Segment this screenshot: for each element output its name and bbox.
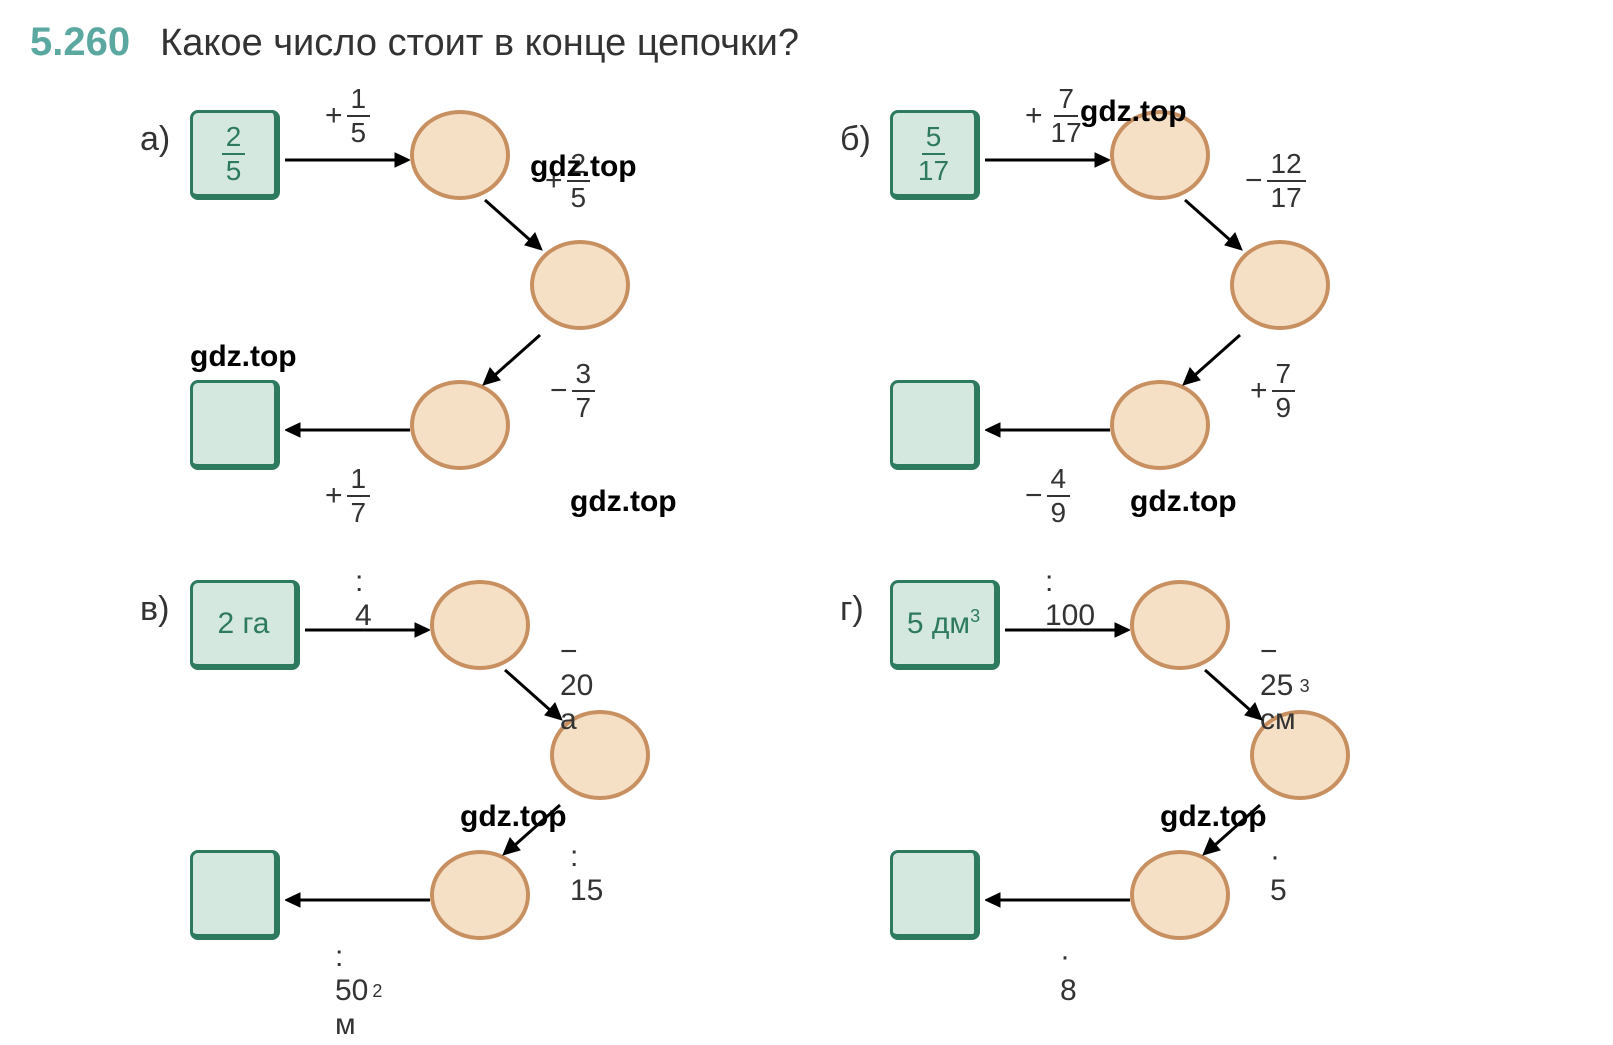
watermark-5: gdz.top xyxy=(1130,485,1237,519)
watermark-4: gdz.top xyxy=(570,485,677,519)
arrow-c4 xyxy=(285,890,430,910)
arrow-b2 xyxy=(1180,195,1250,255)
part-label-c: в) xyxy=(140,590,169,629)
arrow-c2 xyxy=(500,665,570,725)
start-box-c: 2 га xyxy=(190,580,300,670)
start-box-b: 5 17 xyxy=(890,110,980,200)
circle-d1 xyxy=(1130,580,1230,670)
op-d3: · 5 xyxy=(1270,840,1287,908)
end-box-b xyxy=(890,380,980,470)
circle-c1 xyxy=(430,580,530,670)
arrow-a4 xyxy=(285,420,410,440)
part-label-a: а) xyxy=(140,120,170,159)
end-box-a xyxy=(190,380,280,470)
op-b2: − 1217 xyxy=(1245,150,1306,212)
op-b3: + 79 xyxy=(1250,360,1295,422)
start-box-d: 5 дм3 xyxy=(890,580,1000,670)
end-box-c xyxy=(190,850,280,940)
circle-c3 xyxy=(430,850,530,940)
arrow-d2 xyxy=(1200,665,1270,725)
arrow-c1 xyxy=(305,620,430,640)
op-a1: + 15 xyxy=(325,85,370,147)
watermark-1: gdz.top xyxy=(1080,95,1187,129)
part-label-b: б) xyxy=(840,120,871,159)
arrow-b4 xyxy=(985,420,1110,440)
op-d4: · 8 xyxy=(1060,940,1077,1008)
circle-a3 xyxy=(410,380,510,470)
circle-d3 xyxy=(1130,850,1230,940)
problem-number: 5.260 xyxy=(30,20,130,65)
watermark-2: gdz.top xyxy=(530,150,637,184)
op-b4: − 49 xyxy=(1025,465,1070,527)
op-b1: + 717 xyxy=(1025,85,1086,147)
watermark-7: gdz.top xyxy=(1160,800,1267,834)
watermark-6: gdz.top xyxy=(460,800,567,834)
arrow-d1 xyxy=(1005,620,1130,640)
start-fraction-a: 2 5 xyxy=(222,123,246,185)
op-c3: : 15 xyxy=(570,840,603,908)
arrow-a3 xyxy=(480,330,550,390)
watermark-3: gdz.top xyxy=(190,340,297,374)
start-box-a: 2 5 xyxy=(190,110,280,200)
circle-b3 xyxy=(1110,380,1210,470)
op-a4: + 17 xyxy=(325,465,370,527)
arrow-d4 xyxy=(985,890,1130,910)
end-box-d xyxy=(890,850,980,940)
op-c4: : 50 м2 xyxy=(335,940,382,1042)
op-a3: − 37 xyxy=(550,360,595,422)
header: 5.260 Какое число стоит в конце цепочки? xyxy=(30,20,799,65)
arrow-b3 xyxy=(1180,330,1250,390)
question-text: Какое число стоит в конце цепочки? xyxy=(160,22,799,65)
start-fraction-b: 5 17 xyxy=(914,123,953,185)
circle-a1 xyxy=(410,110,510,200)
arrow-a2 xyxy=(480,195,550,255)
arrow-b1 xyxy=(985,150,1110,170)
arrow-a1 xyxy=(285,150,410,170)
part-label-d: г) xyxy=(840,590,864,629)
